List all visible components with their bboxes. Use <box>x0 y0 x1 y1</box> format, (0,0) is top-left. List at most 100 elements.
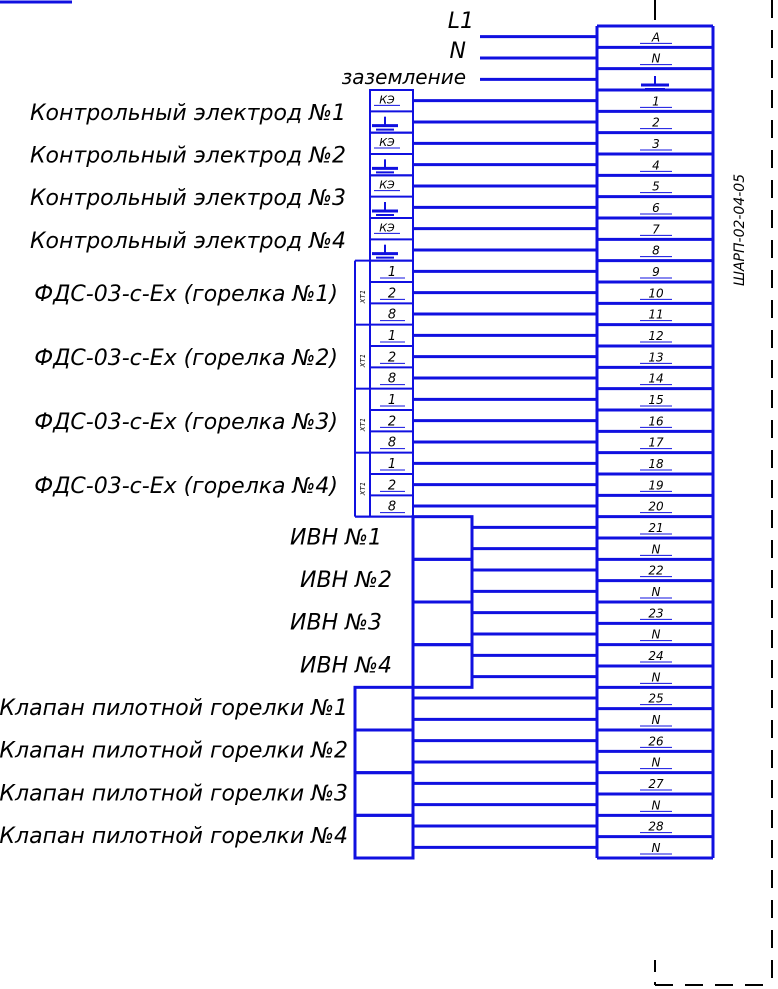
ground-terminal <box>641 76 669 90</box>
valve-box <box>353 813 415 860</box>
terminal-x6: 4 <box>652 158 660 172</box>
valve-box-3 <box>353 771 415 817</box>
input-label-ground: заземление <box>342 65 466 89</box>
terminal-x8: 6 <box>652 201 660 215</box>
fds-contact-2: 2 <box>388 350 396 365</box>
electrode-label-4: Контрольный электрод №4 <box>30 229 346 254</box>
terminal-x21: 19 <box>648 478 663 492</box>
ivn-box-1 <box>411 515 474 561</box>
electrode-block-4: КЭ <box>369 217 414 262</box>
fds-contact-8: 8 <box>388 500 396 515</box>
ivn-label-3: ИВН №3 <box>290 611 382 636</box>
ivn-box-2 <box>411 557 474 604</box>
input-wires <box>480 35 597 81</box>
terminal-x11: 9 <box>652 265 660 279</box>
terminal-x5: 3 <box>652 137 660 151</box>
fds-contact-1: 1 <box>388 329 396 344</box>
fds-group-2: 1 2 8 ХТ1 <box>355 329 413 390</box>
ke-label: КЭ <box>379 136 395 149</box>
terminal-x37: 28 <box>648 820 664 834</box>
terminal-x13: 11 <box>648 308 663 322</box>
xt-label: ХТ1 <box>359 290 367 305</box>
terminal-x24: N <box>652 542 661 556</box>
terminal-x12: 10 <box>648 286 664 300</box>
terminal-x27: 23 <box>648 606 663 620</box>
electrode-label-3: Контрольный электрод №3 <box>30 186 346 211</box>
valve-label-1: Клапан пилотной горелки №1 <box>0 696 348 721</box>
fds-contact-2: 2 <box>388 286 396 301</box>
terminal-x19: 17 <box>648 436 664 450</box>
terminal-x14: 12 <box>648 329 663 343</box>
terminal-x34: N <box>652 756 661 770</box>
terminal-x25: 22 <box>648 564 663 578</box>
electrode-block-3: КЭ <box>369 174 414 219</box>
cabinet-label: ШАРП-02-04-05 <box>732 174 748 286</box>
valve-box <box>353 685 415 732</box>
ivn-box <box>411 643 474 689</box>
terminal-x31: 25 <box>648 692 663 706</box>
electrode-block-1: КЭ <box>369 89 414 134</box>
ivn-label-2: ИВН №2 <box>300 568 392 593</box>
ground-icon <box>372 202 398 216</box>
terminal-x30: N <box>652 670 661 684</box>
terminal-n: N <box>652 52 661 66</box>
valve-box-2 <box>353 728 415 775</box>
ke-label: КЭ <box>379 93 395 106</box>
terminal-x18: 16 <box>648 414 664 428</box>
terminal-x22: 20 <box>648 500 664 514</box>
fds-label-4: ФДС-03-с-Ex (горелка №4) <box>34 474 338 499</box>
terminal-x17: 15 <box>648 393 663 407</box>
fds-contact-1: 1 <box>388 265 396 280</box>
xt-label: ХТ1 <box>359 418 367 433</box>
valve-label-3: Клапан пилотной горелки №3 <box>0 781 348 806</box>
valve-box-1 <box>353 685 415 732</box>
terminal-x9: 7 <box>652 222 660 236</box>
terminal-x38: N <box>652 841 661 855</box>
fds-contact-8: 8 <box>388 308 396 323</box>
fds-group-1: 1 2 8 ХТ1 <box>355 265 413 326</box>
terminal-x36: N <box>652 798 661 812</box>
terminal-x10: 8 <box>652 244 660 258</box>
terminal-x4: 2 <box>652 116 660 130</box>
terminal-x33: 26 <box>648 734 664 748</box>
fds-contact-2: 2 <box>388 478 396 493</box>
valve-box <box>353 771 415 817</box>
fds-contact-2: 2 <box>388 414 396 429</box>
ground-icon <box>372 244 398 259</box>
valve-box-4 <box>353 813 415 860</box>
valve-label-4: Клапан пилотной горелки №4 <box>0 824 348 849</box>
input-label-l1: L1 <box>448 9 474 34</box>
fds-label-1: ФДС-03-с-Ex (горелка №1) <box>34 282 338 307</box>
wires <box>413 99 597 849</box>
terminal-x28: N <box>652 628 661 642</box>
terminal-x7: 5 <box>652 180 660 194</box>
ivn-label-1: ИВН №1 <box>290 525 382 550</box>
ivn-label-4: ИВН №4 <box>300 653 392 678</box>
ivn-box <box>411 557 474 604</box>
terminal-x35: 27 <box>648 777 664 791</box>
xt-label: ХТ1 <box>359 482 367 497</box>
ivn-box <box>411 600 474 647</box>
terminal-x16: 14 <box>648 372 663 386</box>
terminal-x26: N <box>652 585 661 599</box>
ivn-box-4 <box>411 643 474 689</box>
terminal-x29: 24 <box>648 649 663 663</box>
electrode-block-2: КЭ <box>369 131 414 177</box>
terminal-x23: 21 <box>648 521 663 535</box>
fds-group-3: 1 2 8 ХТ1 <box>355 393 413 454</box>
fds-label-3: ФДС-03-с-Ex (горелка №3) <box>34 410 338 435</box>
fds-contact-1: 1 <box>388 393 396 408</box>
ivn-box-3 <box>411 600 474 647</box>
ke-label: КЭ <box>379 179 395 192</box>
valve-label-2: Клапан пилотной горелки №2 <box>0 739 348 764</box>
ground-icon <box>372 116 398 131</box>
ground-icon <box>372 159 398 174</box>
terminal-a: A <box>651 30 660 44</box>
terminal-x3: 1 <box>652 94 660 108</box>
fds-group-4: 1 2 8 ХТ1 <box>355 457 413 518</box>
ivn-box <box>411 515 474 561</box>
cabinet-boundary <box>654 0 773 986</box>
fds-contact-1: 1 <box>388 457 396 472</box>
fds-label-2: ФДС-03-с-Ex (горелка №2) <box>34 346 338 371</box>
xt-label: ХТ1 <box>359 354 367 369</box>
